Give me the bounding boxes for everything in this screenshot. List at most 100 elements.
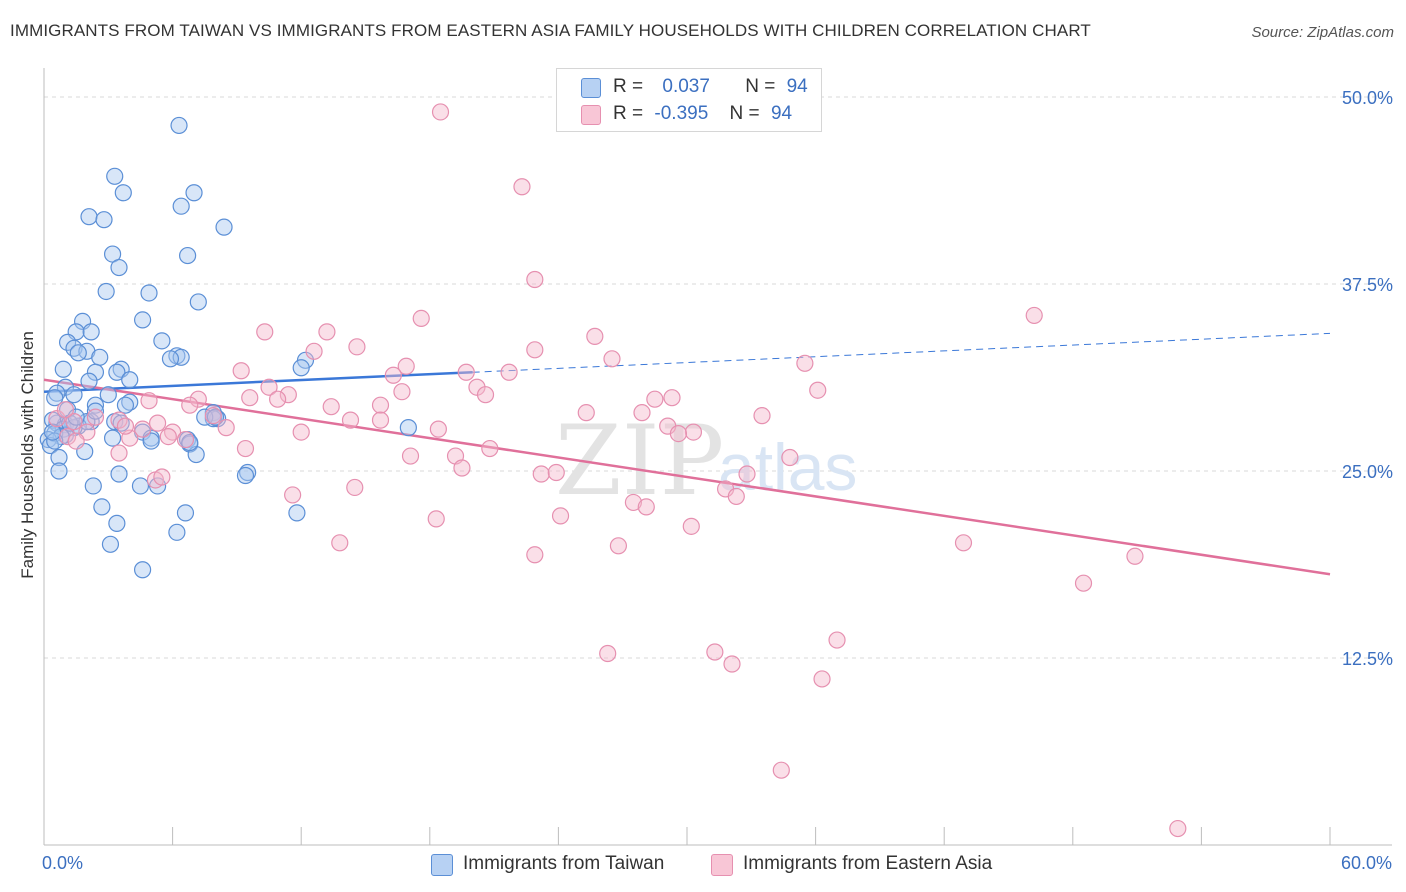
data-point-eastern-asia — [586, 327, 604, 345]
data-point-eastern-asia — [412, 309, 430, 328]
data-point-taiwan — [172, 348, 190, 366]
data-point-eastern-asia — [551, 507, 570, 525]
data-point-eastern-asia — [401, 447, 420, 465]
data-point-eastern-asia — [706, 643, 724, 661]
data-point-eastern-asia — [110, 444, 128, 462]
legend-n-value: 94 — [770, 103, 793, 124]
data-point-eastern-asia — [341, 411, 360, 429]
data-point-eastern-asia — [526, 546, 544, 564]
legend-swatch-eastern-asia — [581, 105, 601, 125]
data-point-eastern-asia — [723, 655, 741, 673]
data-point-eastern-asia — [348, 338, 366, 356]
data-point-eastern-asia — [526, 270, 544, 289]
data-point-eastern-asia — [796, 354, 814, 372]
data-point-eastern-asia — [140, 392, 158, 410]
data-point-eastern-asia — [384, 366, 402, 384]
data-point-eastern-asia — [526, 341, 544, 359]
data-point-taiwan — [168, 523, 186, 541]
data-point-eastern-asia — [813, 670, 831, 688]
data-point-eastern-asia — [393, 383, 411, 401]
data-point-eastern-asia — [241, 389, 259, 407]
data-point-eastern-asia — [371, 411, 390, 429]
data-point-taiwan — [116, 396, 135, 414]
data-point-taiwan — [97, 282, 115, 301]
data-point-taiwan — [101, 535, 120, 553]
data-point-eastern-asia — [637, 498, 655, 516]
data-point-eastern-asia — [260, 378, 278, 396]
data-point-eastern-asia — [322, 398, 340, 416]
data-point-eastern-asia — [269, 390, 287, 408]
data-point-eastern-asia — [236, 439, 255, 458]
data-point-eastern-asia — [48, 410, 66, 428]
data-point-taiwan — [110, 258, 128, 277]
chart-title: IMMIGRANTS FROM TAIWAN VS IMMIGRANTS FRO… — [10, 21, 1091, 40]
data-point-eastern-asia — [181, 396, 199, 414]
source-label: Source: ZipAtlas.com — [1251, 24, 1394, 41]
data-point-taiwan — [140, 284, 158, 302]
data-point-eastern-asia — [1025, 306, 1043, 325]
data-point-taiwan — [93, 498, 111, 516]
series-eastern-asia-points — [48, 103, 1187, 838]
data-point-taiwan — [185, 184, 203, 202]
data-point-eastern-asia — [603, 350, 621, 368]
data-point-eastern-asia — [110, 411, 128, 429]
data-point-eastern-asia — [204, 407, 222, 425]
data-point-eastern-asia — [331, 534, 349, 552]
grid-lines — [44, 96, 1392, 659]
data-point-eastern-asia — [609, 537, 628, 555]
data-point-eastern-asia — [56, 401, 75, 419]
data-point-eastern-asia — [663, 389, 681, 407]
data-point-taiwan — [86, 396, 105, 414]
data-point-taiwan — [84, 477, 102, 495]
data-point-eastern-asia — [453, 459, 471, 477]
data-point-taiwan — [179, 246, 197, 265]
data-point-taiwan — [80, 208, 98, 226]
data-point-eastern-asia — [513, 178, 531, 196]
data-point-taiwan — [86, 402, 105, 420]
data-point-eastern-asia — [217, 419, 235, 437]
data-point-taiwan — [189, 293, 207, 311]
data-point-taiwan — [292, 359, 310, 377]
correlation-legend: R = 0.037 N = 94 R = -0.395 N = 94 — [556, 68, 822, 132]
data-point-eastern-asia — [318, 323, 336, 341]
data-point-taiwan — [215, 218, 233, 236]
data-point-eastern-asia — [646, 390, 664, 408]
legend-r-label: R = — [613, 76, 644, 97]
data-point-eastern-asia — [65, 413, 83, 431]
data-point-eastern-asia — [684, 423, 703, 441]
data-point-taiwan — [91, 348, 109, 366]
data-point-eastern-asia — [371, 396, 390, 414]
data-point-taiwan — [153, 332, 171, 350]
data-point-eastern-asia — [153, 468, 171, 486]
legend-r-label: R = — [613, 103, 644, 124]
data-point-taiwan — [133, 561, 152, 579]
data-point-eastern-asia — [669, 425, 688, 443]
data-point-eastern-asia — [481, 439, 499, 458]
data-point-taiwan — [176, 504, 195, 522]
data-point-eastern-asia — [397, 357, 415, 375]
legend-r-value: 0.037 — [662, 76, 710, 97]
legend-n-label: N = — [745, 76, 776, 97]
data-point-eastern-asia — [476, 386, 495, 404]
data-point-taiwan — [161, 350, 180, 368]
data-point-eastern-asia — [256, 323, 274, 341]
data-point-taiwan — [86, 363, 105, 381]
data-point-eastern-asia — [346, 478, 364, 497]
data-point-eastern-asia — [781, 448, 799, 467]
data-point-eastern-asia — [116, 417, 135, 435]
data-point-eastern-asia — [727, 487, 745, 506]
legend-n-value: 94 — [786, 76, 808, 97]
data-point-taiwan — [99, 386, 117, 404]
data-point-eastern-asia — [133, 420, 152, 438]
data-point-taiwan — [82, 323, 100, 341]
data-point-taiwan — [58, 333, 77, 351]
data-point-eastern-asia — [624, 493, 643, 512]
tick-labels: 12.5% 25.0% 37.5% 50.0% — [1342, 88, 1393, 669]
data-point-taiwan — [399, 419, 417, 437]
y-tick-label: 12.5% — [1342, 649, 1393, 669]
bottom-legend-swatch-eastern-asia — [711, 854, 733, 876]
data-point-taiwan — [69, 344, 87, 362]
data-point-taiwan — [80, 372, 98, 390]
data-point-eastern-asia — [532, 465, 550, 483]
